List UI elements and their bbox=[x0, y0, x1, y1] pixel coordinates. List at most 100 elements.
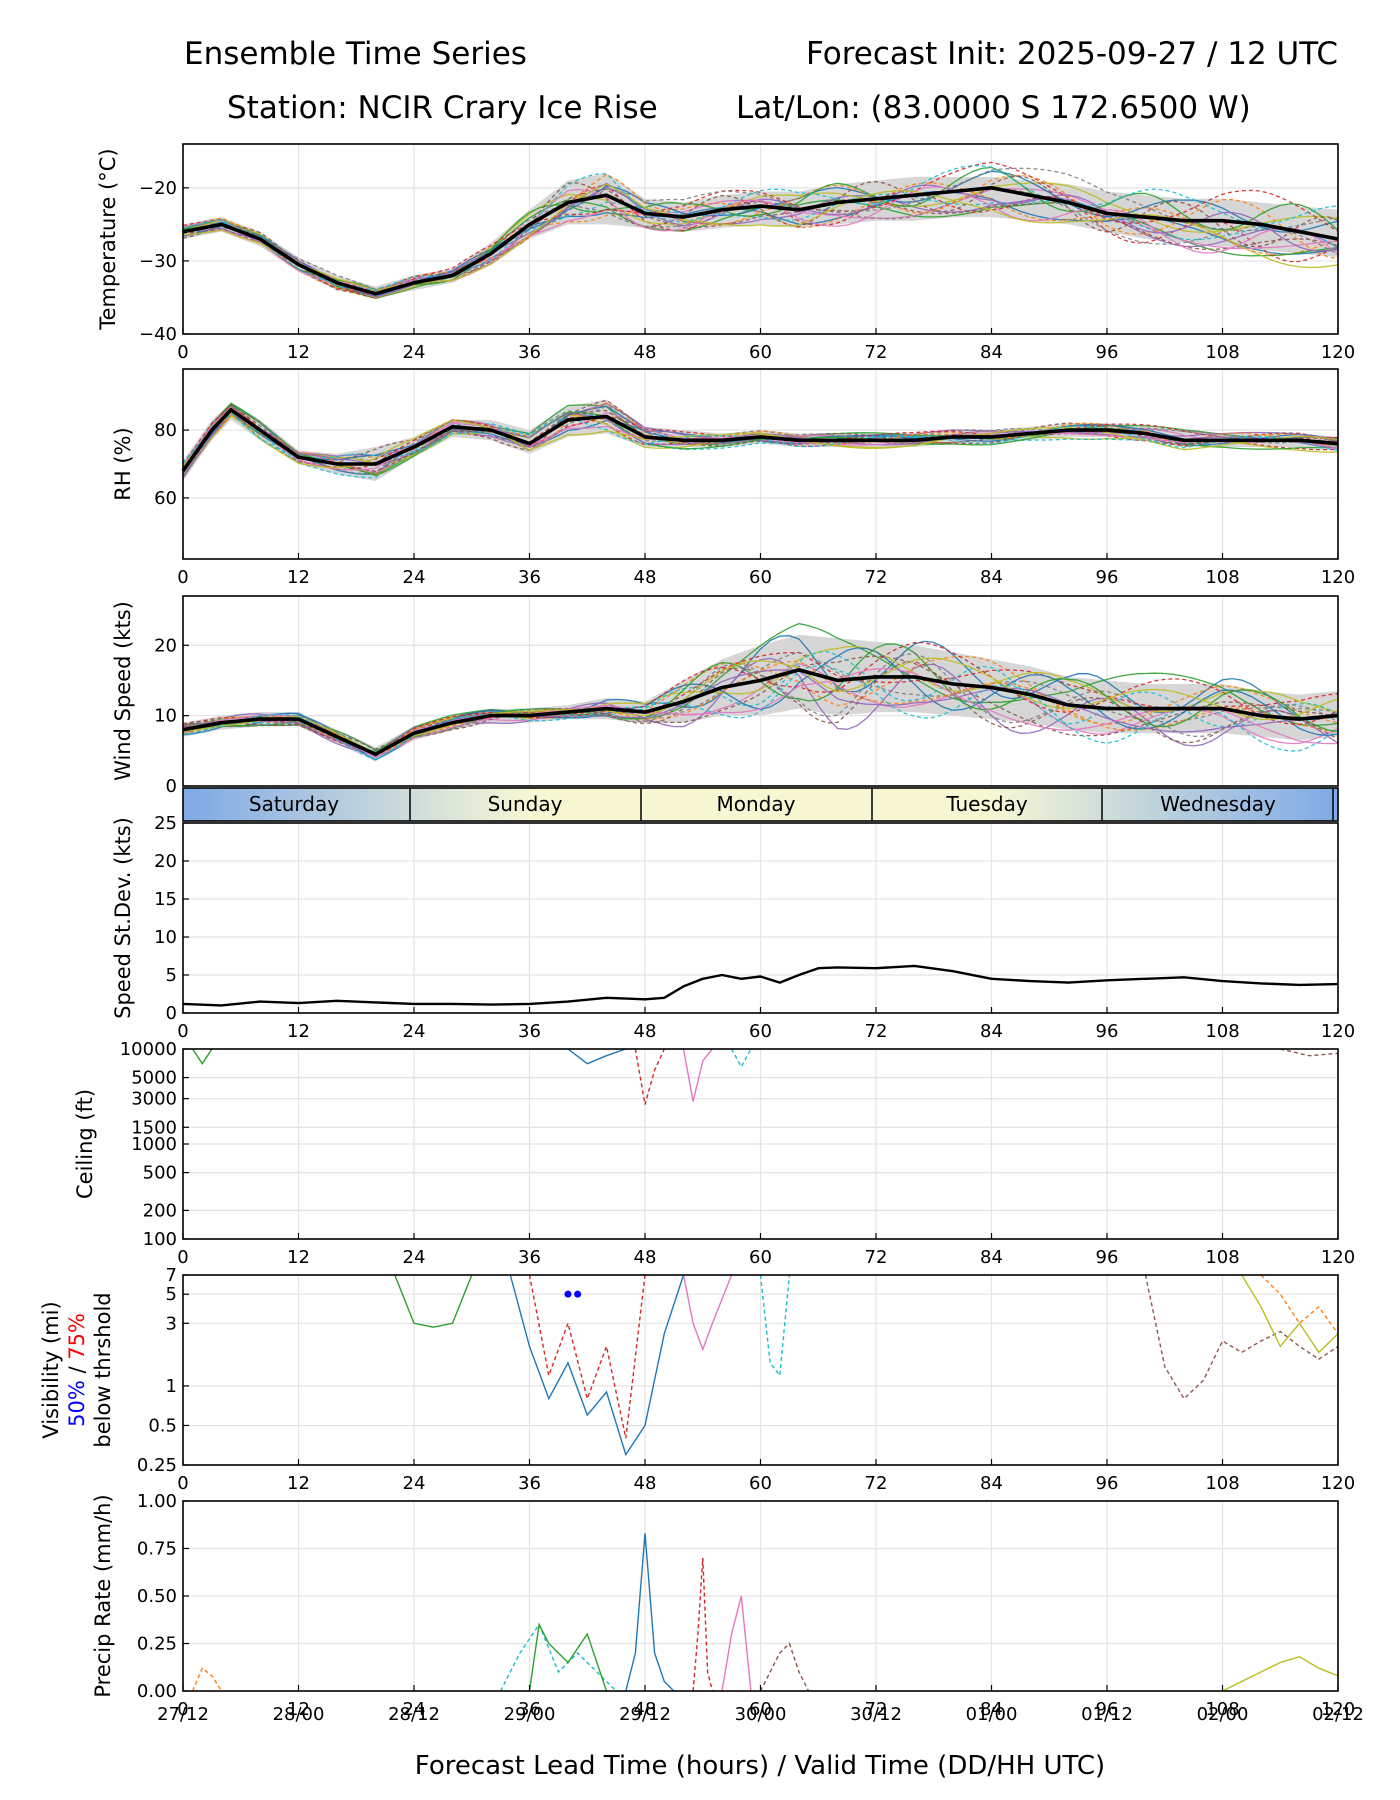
x-tick-label: 60 bbox=[749, 567, 772, 588]
precip-ylabel: Precip Rate (mm/h) bbox=[91, 1494, 115, 1697]
member-trace bbox=[692, 1557, 714, 1692]
valid-time-label: 30/12 bbox=[850, 1704, 902, 1725]
member-line bbox=[182, 622, 1339, 753]
title-right-1: Forecast Init: 2025-09-27 / 12 UTC bbox=[806, 36, 1338, 72]
x-tick-label: 84 bbox=[980, 1021, 1003, 1042]
visibility-frame bbox=[182, 1274, 1339, 1466]
y-tick-label: 0.50 bbox=[137, 1586, 177, 1607]
x-tick-label: 48 bbox=[634, 1473, 657, 1494]
member-trace bbox=[1280, 1048, 1339, 1057]
member-trace bbox=[394, 1274, 473, 1328]
visibility-panel: 0.25 0.5 1 3 57 0 12 24 36 48 60 72 84 96 108 120 Visi… bbox=[39, 1265, 1355, 1494]
y-tick-label: 20 bbox=[154, 635, 177, 656]
valid-time-label: 01/00 bbox=[966, 1704, 1018, 1725]
visibility-x-ticks: 0 12 24 36 48 60 72 84 96 108 120 bbox=[177, 1459, 1355, 1494]
valid-time-label: 02/12 bbox=[1312, 1704, 1364, 1725]
day-label: Monday bbox=[717, 792, 796, 816]
y-tick-label: 3 bbox=[166, 1313, 177, 1334]
member-line bbox=[182, 182, 1339, 299]
member-trace bbox=[721, 1595, 752, 1692]
member-line bbox=[182, 652, 1339, 752]
x-tick-label: 0 bbox=[177, 567, 188, 588]
day-label: Tuesday bbox=[945, 792, 1028, 816]
ensemble-mean-line bbox=[181, 407, 1339, 472]
x-tick-label: 12 bbox=[287, 1473, 310, 1494]
y-tick-label: 10000 bbox=[120, 1039, 177, 1060]
x-tick-label: 60 bbox=[749, 1247, 772, 1268]
ensemble-mean-line bbox=[182, 186, 1339, 296]
rh-ylabel: RH (%) bbox=[111, 427, 135, 500]
x-tick-label: 84 bbox=[980, 342, 1003, 363]
y-tick-label: 0.75 bbox=[137, 1539, 177, 1560]
valid-time-label: 30/00 bbox=[735, 1704, 787, 1725]
x-tick-label: 72 bbox=[865, 567, 888, 588]
x-tick-label: 84 bbox=[980, 1473, 1003, 1494]
threshold-marker bbox=[564, 1290, 572, 1298]
member-line bbox=[182, 165, 1339, 292]
speed-sd-ylabel: Speed St.Dev. (kts) bbox=[111, 817, 135, 1019]
y-tick-label: 7 bbox=[166, 1265, 177, 1286]
y-tick-label: 0.5 bbox=[148, 1415, 177, 1436]
x-tick-label: 0 bbox=[177, 1473, 188, 1494]
member-trace bbox=[1241, 1274, 1339, 1354]
member-trace bbox=[528, 1622, 608, 1692]
x-tick-label: 96 bbox=[1096, 1021, 1119, 1042]
wind-y-ticks: 0 10 20 bbox=[154, 635, 189, 797]
y-tick-label: 5000 bbox=[131, 1068, 177, 1089]
speed-sd-y-ticks: 0 5 10 15 20 25 bbox=[154, 813, 189, 1024]
x-tick-label: 72 bbox=[865, 1247, 888, 1268]
valid-time-label: 01/12 bbox=[1081, 1704, 1133, 1725]
x-tick-label: 24 bbox=[403, 1021, 426, 1042]
temperature-ylabel: Temperature (°C) bbox=[96, 148, 120, 330]
x-tick-label: 120 bbox=[1321, 1247, 1355, 1268]
ceiling-x-ticks: 0 12 24 36 48 60 72 84 96 108 120 bbox=[177, 1233, 1355, 1268]
y-tick-label: 10 bbox=[154, 706, 177, 727]
x-tick-label: 96 bbox=[1096, 1247, 1119, 1268]
x-tick-label: 84 bbox=[980, 567, 1003, 588]
member-trace bbox=[499, 1623, 617, 1692]
wind-frame bbox=[182, 595, 1339, 787]
y-tick-label: 1500 bbox=[131, 1117, 177, 1138]
title-left-1: Ensemble Time Series bbox=[184, 36, 527, 72]
precip-panel: 0.00 0.25 0.50 0.75 1.00 0 12 24 36 48 60 72 84 96 10… bbox=[91, 1491, 1364, 1725]
x-tick-label: 60 bbox=[749, 1699, 772, 1720]
y-tick-label: 0.00 bbox=[137, 1681, 177, 1702]
day-strip-frame bbox=[182, 787, 1339, 822]
x-tick-label: 12 bbox=[287, 1021, 310, 1042]
x-tick-label: 24 bbox=[403, 1699, 426, 1720]
day-label: Wednesday bbox=[1160, 792, 1276, 816]
member-line bbox=[182, 412, 1339, 469]
y-tick-label: 0.25 bbox=[137, 1634, 177, 1655]
x-tick-label: 36 bbox=[518, 1247, 541, 1268]
x-tick-label: 72 bbox=[865, 1473, 888, 1494]
x-tick-label: 36 bbox=[518, 342, 541, 363]
rh-x-ticks: 0 12 24 36 48 60 72 84 96 108 120 bbox=[177, 553, 1355, 588]
x-tick-label: 120 bbox=[1321, 1699, 1355, 1720]
vis-sep-label: / bbox=[65, 1360, 89, 1380]
spread-band bbox=[183, 634, 1338, 762]
temperature-frame bbox=[182, 143, 1339, 335]
x-tick-label: 12 bbox=[287, 567, 310, 588]
visibility-series bbox=[394, 1274, 1339, 1457]
x-tick-label: 120 bbox=[1321, 1473, 1355, 1494]
temperature-x-ticks: 0 12 24 36 48 60 72 84 96 108 120 bbox=[177, 328, 1355, 363]
x-tick-label: 0 bbox=[177, 1699, 188, 1720]
speed-sd-series bbox=[182, 964, 1339, 1007]
y-tick-label: 500 bbox=[143, 1163, 177, 1184]
x-tick-label: 24 bbox=[403, 567, 426, 588]
member-trace bbox=[1260, 1274, 1339, 1335]
y-tick-label: −20 bbox=[139, 178, 177, 199]
y-tick-label: 80 bbox=[154, 420, 177, 441]
ensemble-mean-line bbox=[182, 668, 1339, 757]
member-trace bbox=[682, 1048, 713, 1102]
y-tick-label: 1000 bbox=[131, 1134, 177, 1155]
y-tick-label: 200 bbox=[143, 1200, 177, 1221]
day-strip: Saturday Sunday Monday Tuesday Wednesday bbox=[182, 787, 1339, 822]
x-tick-label: 36 bbox=[518, 1699, 541, 1720]
y-tick-label: 100 bbox=[143, 1229, 177, 1250]
x-tick-label: 24 bbox=[403, 1247, 426, 1268]
y-tick-label: 1.00 bbox=[137, 1491, 177, 1512]
x-tick-label: 120 bbox=[1321, 342, 1355, 363]
member-trace bbox=[192, 1048, 213, 1065]
